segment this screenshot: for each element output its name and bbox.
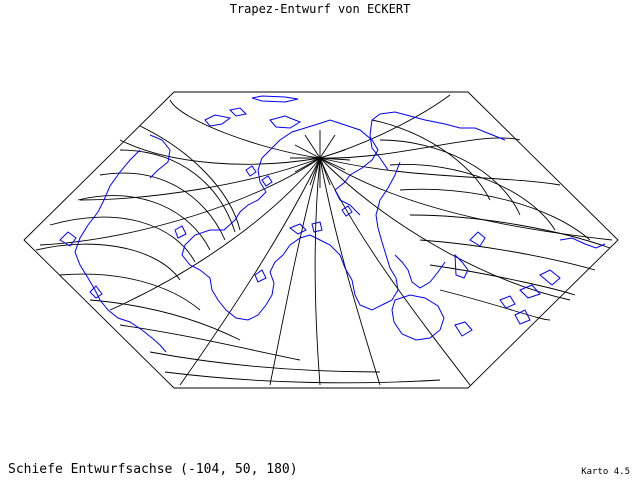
meridian-line (319, 94, 451, 159)
meridian-line (39, 157, 321, 246)
coastline (369, 119, 389, 171)
meridian-line (79, 157, 321, 201)
coastline (341, 205, 353, 217)
coastline (371, 111, 506, 141)
meridian-line (314, 157, 321, 386)
parallel-line (379, 139, 521, 216)
coastline (181, 219, 311, 321)
parallel-line (99, 172, 226, 241)
meridian-line (319, 157, 471, 386)
meridian-line (269, 157, 321, 386)
map-title: Trapez-Entwurf von ECKERT (229, 2, 411, 16)
meridian-line (319, 157, 613, 241)
coastline (559, 237, 606, 249)
parallel-line (119, 324, 301, 361)
coastline (454, 253, 469, 279)
parallel-line (139, 125, 241, 231)
coastline (539, 269, 561, 286)
coastline (394, 254, 446, 289)
coastline (311, 221, 323, 233)
pole-rays (290, 130, 351, 188)
parallel-line (409, 214, 611, 249)
coastline (519, 284, 541, 299)
parallel-line (49, 216, 196, 263)
coastlines (59, 95, 606, 353)
coastline (228, 107, 248, 117)
parallel-line (389, 164, 556, 231)
coastline (149, 134, 171, 179)
coastline (254, 269, 267, 283)
parallel-line (439, 289, 551, 321)
coastline (245, 165, 257, 177)
parallel-line (77, 195, 211, 251)
coastline (59, 231, 77, 247)
coastline (99, 299, 167, 353)
parallel-line (399, 188, 591, 241)
coastline (174, 225, 187, 239)
coastline (89, 285, 103, 299)
meridian-line (319, 137, 521, 159)
meridian-line (119, 139, 321, 165)
parallel-line (164, 371, 441, 384)
projection-axis-label: Schiefe Entwurfsachse (-104, 50, 180) (8, 462, 298, 477)
coastline (261, 175, 273, 187)
meridian-line (179, 157, 321, 386)
coastline (499, 295, 516, 309)
coastline (74, 149, 141, 301)
coastline (251, 95, 299, 103)
coastline (309, 161, 401, 311)
coastline (288, 223, 307, 235)
parallel-line (149, 351, 381, 373)
parallel-line (429, 264, 576, 296)
software-version: Karto 4.5 (581, 467, 630, 477)
coastline (234, 149, 271, 221)
parallel-line (35, 243, 181, 281)
parallel-line (371, 119, 491, 201)
coastline (391, 294, 445, 341)
map-border (23, 91, 619, 389)
coastline (269, 119, 379, 216)
meridian-line (109, 157, 321, 311)
meridian-line (319, 157, 381, 386)
coastline (454, 321, 473, 337)
parallel-line (119, 149, 236, 233)
coastline (204, 114, 232, 127)
meridian-line (169, 99, 321, 159)
meridian-line (319, 157, 561, 186)
graticule (23, 91, 619, 389)
coastline (514, 309, 531, 325)
parallel-line (89, 299, 241, 341)
parallel-line (419, 239, 596, 271)
parallel-line (59, 273, 201, 311)
coastline (269, 115, 302, 129)
coastline (469, 231, 486, 247)
